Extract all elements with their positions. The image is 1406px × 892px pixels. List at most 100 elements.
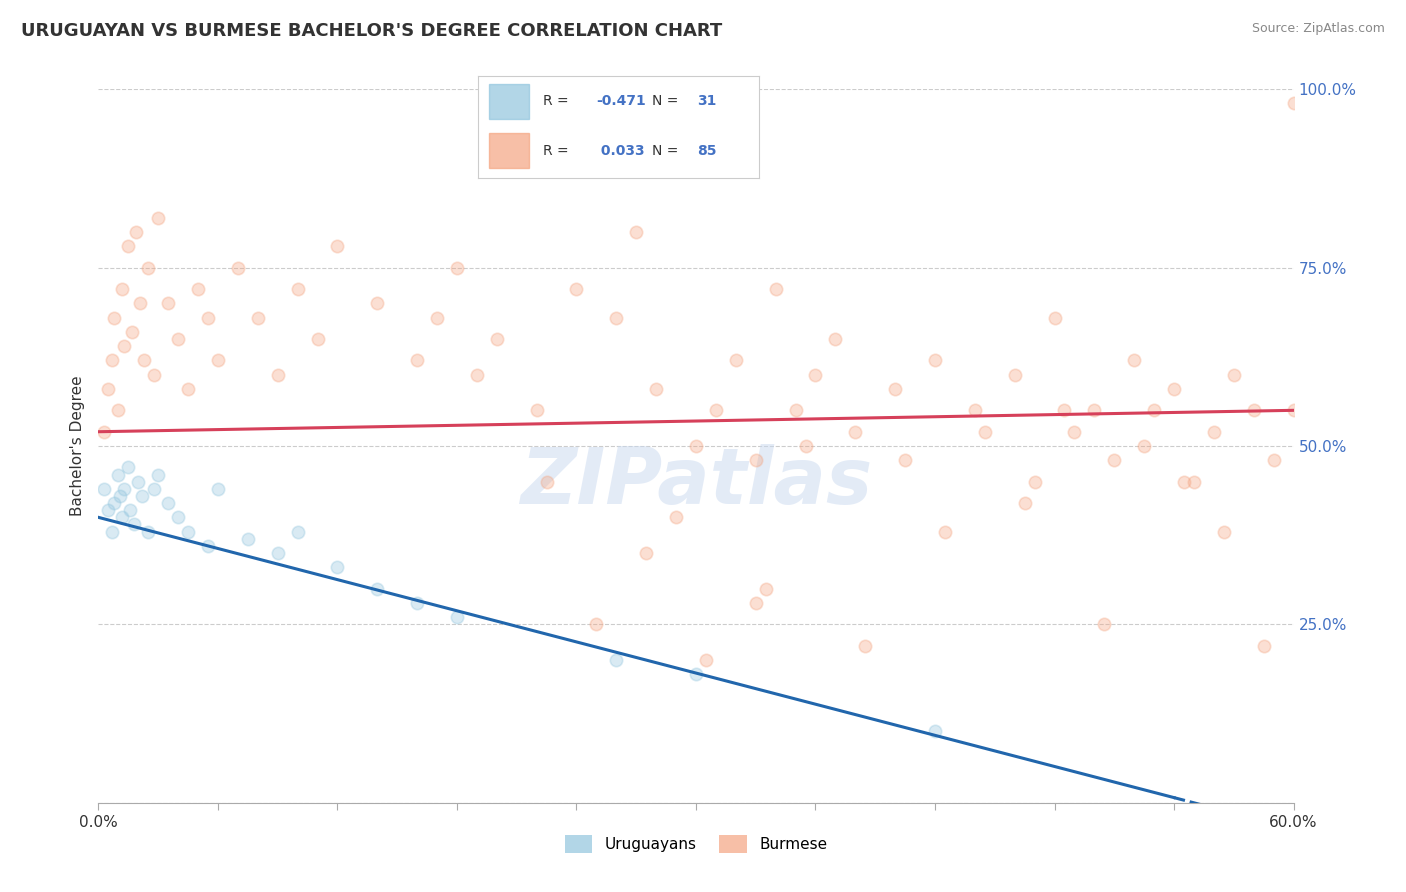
Point (1212, 524, 1234, 539)
Point (1024, 475, 1046, 489)
Point (127, 475, 149, 489)
Point (1182, 475, 1205, 489)
Text: URUGUAYAN VS BURMESE BACHELOR'S DEGREE CORRELATION CHART: URUGUAYAN VS BURMESE BACHELOR'S DEGREE C… (21, 22, 723, 40)
Bar (489, 133, 529, 168)
Point (1133, 439, 1156, 453)
Point (894, 453, 917, 467)
Point (1053, 403, 1076, 417)
Point (685, 439, 707, 453)
Point (111, 510, 134, 524)
Point (226, 260, 249, 275)
Point (177, 524, 200, 539)
Point (287, 282, 309, 296)
Point (426, 310, 449, 325)
Point (1014, 496, 1036, 510)
Point (143, 482, 166, 496)
Text: Source: ZipAtlas.com: Source: ZipAtlas.com (1251, 22, 1385, 36)
Point (136, 260, 159, 275)
Point (134, 353, 156, 368)
Point (110, 489, 132, 503)
Text: N =: N = (652, 95, 683, 109)
Point (565, 282, 588, 296)
Point (745, 596, 768, 610)
Text: 85: 85 (697, 144, 717, 158)
Point (207, 353, 229, 368)
Point (755, 582, 778, 596)
Point (1243, 403, 1265, 417)
Bar (489, 84, 529, 119)
Text: ZIPatlas: ZIPatlas (520, 443, 872, 520)
Point (1104, 453, 1126, 467)
Point (605, 653, 627, 667)
Point (1092, 617, 1115, 632)
Point (1063, 425, 1085, 439)
Point (97, 382, 120, 396)
Point (1253, 639, 1275, 653)
Y-axis label: Bachelor's Degree: Bachelor's Degree (69, 376, 84, 516)
Point (626, 225, 648, 239)
Point (101, 353, 124, 368)
Point (1202, 425, 1225, 439)
Point (93, 425, 115, 439)
Point (197, 539, 219, 553)
Point (844, 425, 866, 439)
Point (963, 403, 986, 417)
Point (794, 439, 817, 453)
Point (536, 475, 558, 489)
Point (131, 489, 153, 503)
Point (1282, 403, 1305, 417)
Text: N =: N = (652, 144, 683, 158)
Point (724, 353, 747, 368)
Point (1123, 353, 1146, 368)
Point (585, 617, 607, 632)
Point (765, 282, 787, 296)
Point (97, 503, 120, 517)
Point (924, 353, 946, 368)
Point (785, 403, 807, 417)
Point (207, 482, 229, 496)
Point (107, 467, 129, 482)
Point (307, 332, 329, 346)
Point (136, 524, 159, 539)
Text: R =: R = (543, 95, 572, 109)
Point (1083, 403, 1105, 417)
Point (287, 524, 309, 539)
Point (117, 239, 139, 253)
Point (406, 596, 429, 610)
Point (326, 560, 349, 574)
Point (1173, 475, 1195, 489)
Point (645, 382, 668, 396)
Point (120, 503, 142, 517)
Point (924, 724, 946, 739)
Point (853, 639, 876, 653)
Text: R =: R = (543, 144, 572, 158)
Point (267, 368, 290, 382)
Point (157, 296, 180, 310)
Point (446, 260, 468, 275)
Point (111, 282, 134, 296)
Point (465, 368, 488, 382)
Point (148, 467, 170, 482)
Point (685, 667, 707, 681)
Point (124, 517, 146, 532)
Point (824, 332, 846, 346)
Point (117, 460, 139, 475)
Point (246, 310, 269, 325)
Point (1043, 310, 1066, 325)
Point (1163, 382, 1185, 396)
Point (1223, 368, 1246, 382)
Point (107, 403, 129, 417)
Point (695, 653, 717, 667)
Point (934, 524, 956, 539)
Point (326, 239, 349, 253)
Point (177, 382, 200, 396)
Text: 0.033: 0.033 (596, 144, 645, 158)
Point (485, 332, 508, 346)
Point (101, 524, 124, 539)
Point (187, 282, 209, 296)
Point (112, 482, 135, 496)
Point (197, 310, 219, 325)
Point (1263, 453, 1285, 467)
Point (446, 610, 468, 624)
Point (973, 425, 995, 439)
